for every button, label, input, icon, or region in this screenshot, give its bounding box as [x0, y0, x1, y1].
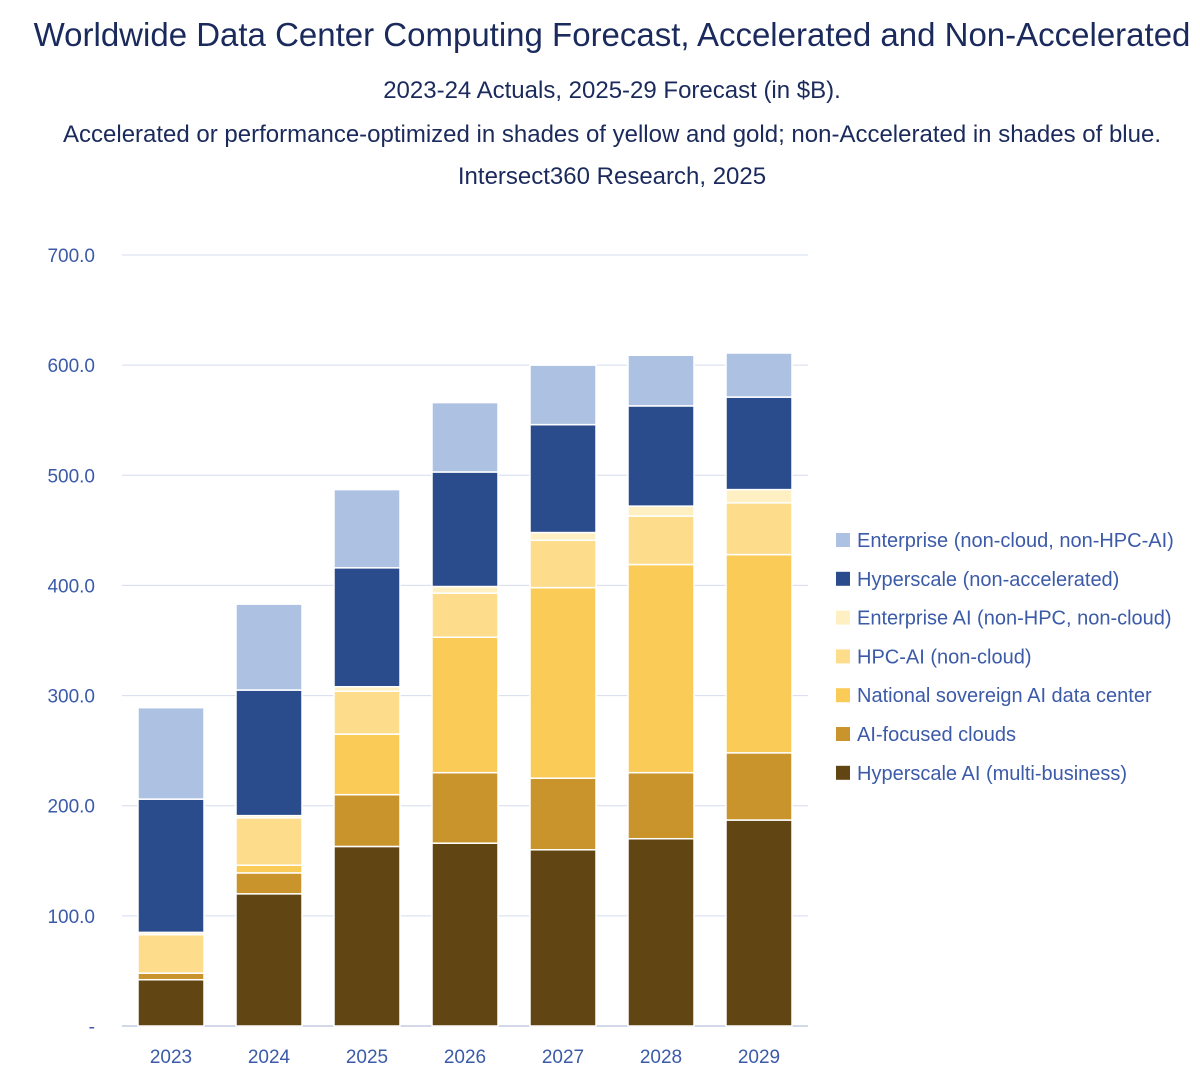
bar-segment — [627, 771, 695, 840]
bar-segment — [725, 352, 793, 398]
legend-label: National sovereign AI data center — [857, 685, 1152, 707]
bar-segment — [725, 396, 793, 491]
bar-segment — [725, 502, 793, 556]
x-tick-label: 2027 — [542, 1047, 584, 1068]
y-axis-tick-labels: - 100.0 200.0 300.0 400.0 500.0 600.0 700.0 — [47, 246, 95, 1038]
x-tick-label: 2028 — [640, 1047, 682, 1068]
bar-segment — [137, 978, 205, 1027]
bar-stack-2024 — [235, 603, 303, 1027]
bar-segment — [725, 819, 793, 1027]
bar-stack-2025 — [333, 488, 401, 1027]
bar-segment — [431, 636, 499, 774]
y-tick-label: 700.0 — [47, 246, 95, 267]
legend-item: Hyperscale AI (multi-business) — [836, 763, 1127, 785]
legend-label: Enterprise (non-cloud, non-HPC-AI) — [857, 530, 1174, 552]
bar-segment — [627, 354, 695, 407]
bars — [137, 352, 793, 1027]
bar-segment — [431, 401, 499, 473]
legend-swatch — [836, 649, 850, 664]
legend-item: National sovereign AI data center — [836, 685, 1152, 707]
bar-segment — [235, 872, 303, 895]
bar-segment — [431, 471, 499, 588]
y-tick-label: - — [89, 1017, 95, 1038]
legend: Enterprise (non-cloud, non-HPC-AI) Hypers… — [836, 530, 1174, 785]
bar-segment — [235, 603, 303, 691]
bar-segment — [333, 567, 401, 688]
bar-segment — [333, 793, 401, 848]
legend-swatch — [836, 533, 850, 547]
legend-label: Hyperscale AI (multi-business) — [857, 763, 1127, 785]
x-axis-tick-labels: 2023 2024 2025 2026 2027 2028 2029 — [150, 1047, 780, 1068]
bar-segment — [333, 690, 401, 735]
legend-swatch — [836, 765, 850, 780]
x-tick-label: 2026 — [444, 1047, 486, 1068]
bar-stack-2027 — [529, 364, 597, 1027]
bar-segment — [627, 563, 695, 774]
x-tick-label: 2024 — [248, 1047, 291, 1068]
y-tick-label: 300.0 — [47, 687, 95, 708]
bar-segment — [529, 777, 597, 851]
y-tick-label: 200.0 — [47, 797, 95, 818]
legend-swatch — [836, 610, 850, 625]
chart-subtitle-line-1: 2023-24 Actuals, 2025-29 Forecast (in $B… — [383, 77, 841, 104]
legend-swatch — [836, 571, 850, 586]
legend-label: Enterprise AI (non-HPC, non-cloud) — [857, 608, 1172, 630]
bar-segment — [627, 505, 695, 517]
legend-item: Hyperscale (non-accelerated) — [836, 569, 1119, 591]
y-tick-label: 600.0 — [47, 356, 95, 377]
bar-segment — [235, 689, 303, 817]
bar-segment — [627, 405, 695, 507]
y-tick-label: 400.0 — [47, 576, 95, 597]
chart-subtitle-line-3: Intersect360 Research, 2025 — [458, 163, 766, 190]
bar-segment — [431, 585, 499, 594]
legend-item: Enterprise AI (non-HPC, non-cloud) — [836, 608, 1172, 630]
bar-segment — [431, 771, 499, 844]
x-tick-label: 2029 — [738, 1047, 780, 1068]
bar-segment — [627, 838, 695, 1027]
x-tick-label: 2023 — [150, 1047, 192, 1068]
bar-segment — [725, 553, 793, 754]
legend-swatch — [836, 688, 850, 703]
legend-swatch — [836, 727, 850, 741]
bar-segment — [529, 423, 597, 534]
bar-segment — [725, 752, 793, 821]
bar-segment — [333, 733, 401, 796]
bar-segment — [137, 933, 205, 974]
legend-label: AI-focused clouds — [857, 724, 1016, 746]
legend-item: AI-focused clouds — [836, 724, 1016, 746]
bar-segment — [529, 586, 597, 779]
chart-subtitle-line-2: Accelerated or performance-optimized in … — [63, 121, 1161, 148]
bar-segment — [235, 893, 303, 1027]
y-tick-label: 500.0 — [47, 466, 95, 487]
bar-segment — [333, 845, 401, 1027]
bar-segment — [137, 706, 205, 800]
bar-segment — [529, 539, 597, 589]
legend-item: Enterprise (non-cloud, non-HPC-AI) — [836, 530, 1174, 552]
y-tick-label: 100.0 — [47, 907, 95, 928]
bar-stack-2026 — [431, 401, 499, 1027]
bar-segment — [235, 817, 303, 866]
x-tick-label: 2025 — [346, 1047, 388, 1068]
legend-label: Hyperscale (non-accelerated) — [857, 569, 1119, 591]
bar-segment — [725, 488, 793, 504]
bar-segment — [529, 364, 597, 426]
bar-segment — [137, 972, 205, 981]
bar-segment — [333, 488, 401, 569]
chart-title: Worldwide Data Center Computing Forecast… — [34, 16, 1191, 53]
bar-segment — [431, 842, 499, 1027]
legend-item: HPC-AI (non-cloud) — [836, 646, 1032, 668]
bar-segment — [235, 864, 303, 874]
bar-segment — [137, 798, 205, 934]
bar-segment — [529, 849, 597, 1027]
chart-title-group: Worldwide Data Center Computing Forecast… — [34, 16, 1191, 190]
bar-segment — [529, 531, 597, 542]
bar-segment — [627, 515, 695, 566]
legend-label: HPC-AI (non-cloud) — [857, 646, 1032, 668]
bar-stack-2028 — [627, 354, 695, 1027]
bar-stack-2023 — [137, 706, 205, 1027]
bar-stack-2029 — [725, 352, 793, 1027]
bar-segment — [431, 592, 499, 638]
